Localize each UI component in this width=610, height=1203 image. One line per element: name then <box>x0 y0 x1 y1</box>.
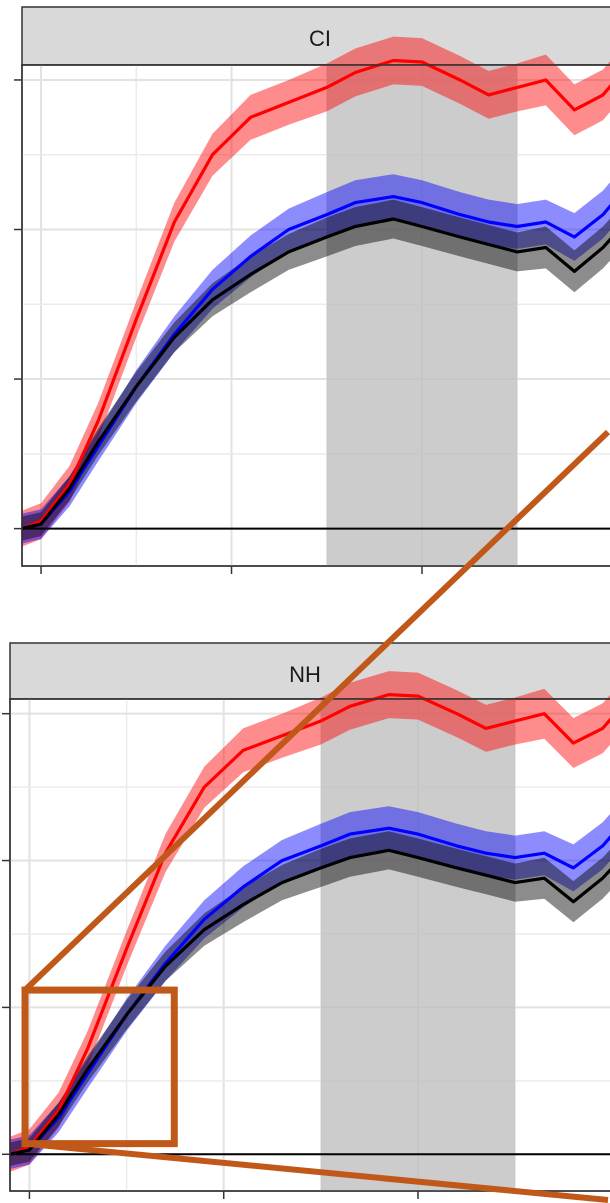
plot-background-nh <box>9 698 610 1192</box>
panel-border <box>21 64 610 567</box>
series-2-line <box>9 848 610 1156</box>
callout-connector-bottom <box>24 1140 609 1203</box>
plot-layer-nh <box>2 671 610 1199</box>
series-1-line <box>9 826 610 1156</box>
series-2-confidence-band <box>22 199 610 541</box>
series-1-confidence-band <box>10 806 610 1169</box>
zoom-callout <box>21 429 610 1203</box>
plot-layer-ci <box>14 36 610 574</box>
panel-ci: CI <box>14 6 610 574</box>
series-0-line <box>9 693 610 1156</box>
plot-background-ci <box>21 64 610 567</box>
series-0-line <box>21 58 610 531</box>
shaded-region <box>326 65 518 566</box>
series-1-confidence-band <box>22 174 610 544</box>
strip-nh <box>9 642 610 700</box>
series-1-line <box>21 195 610 531</box>
shaded-region <box>320 699 516 1191</box>
series-2-line <box>21 217 610 531</box>
strip-ci <box>21 6 610 66</box>
callout-connector-top <box>22 429 610 993</box>
series-2-confidence-band <box>10 831 610 1166</box>
strip-nh-label: NH <box>289 662 321 687</box>
strip-ci-label: CI <box>309 26 331 51</box>
panel-border <box>9 698 610 1192</box>
callout-box <box>21 986 178 1148</box>
panel-nh: NH <box>2 642 610 1199</box>
